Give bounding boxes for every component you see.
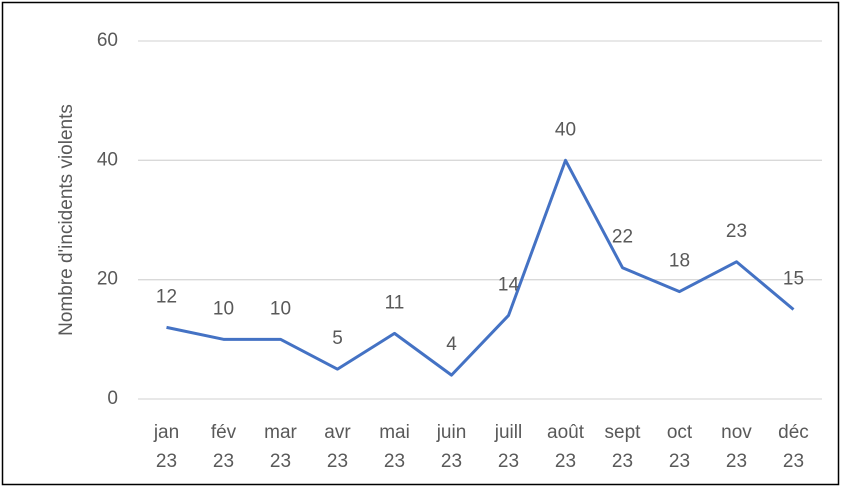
x-tick-label: jan 23 (153, 422, 180, 472)
x-tick-label: mar 23 (264, 422, 297, 472)
x-tick-label: sept 23 (604, 422, 641, 472)
data-label: 40 (555, 119, 576, 140)
y-tick-label: 0 (107, 388, 118, 409)
y-axis-label: Nombre d'incidents violents (56, 104, 77, 336)
x-tick-label: nov 23 (721, 422, 752, 472)
data-label: 22 (612, 227, 633, 248)
x-tick-label: août 23 (547, 422, 584, 472)
data-label: 12 (156, 286, 177, 307)
data-label: 14 (498, 274, 520, 295)
x-tick-label: déc 23 (778, 422, 809, 472)
y-tick-label: 40 (97, 149, 118, 170)
data-label: 23 (726, 221, 747, 242)
y-tick-label: 20 (97, 269, 118, 290)
data-label: 11 (385, 292, 405, 313)
x-tick-label: juill 23 (494, 422, 523, 472)
x-tick-label: avr 23 (324, 422, 351, 472)
data-label: 10 (213, 298, 234, 319)
data-label: 4 (446, 334, 457, 355)
line (166, 158, 795, 377)
data-label: 18 (669, 251, 690, 272)
x-tick-label: juin 23 (436, 422, 467, 472)
x-tick-label: oct 23 (666, 422, 693, 472)
data-label: 10 (270, 298, 291, 319)
data-label: 15 (783, 269, 804, 290)
x-tick-label: mai 23 (379, 422, 410, 472)
y-tick-label: 60 (97, 30, 118, 51)
data-label: 5 (332, 328, 343, 349)
x-tick-label: fév 23 (210, 422, 237, 472)
